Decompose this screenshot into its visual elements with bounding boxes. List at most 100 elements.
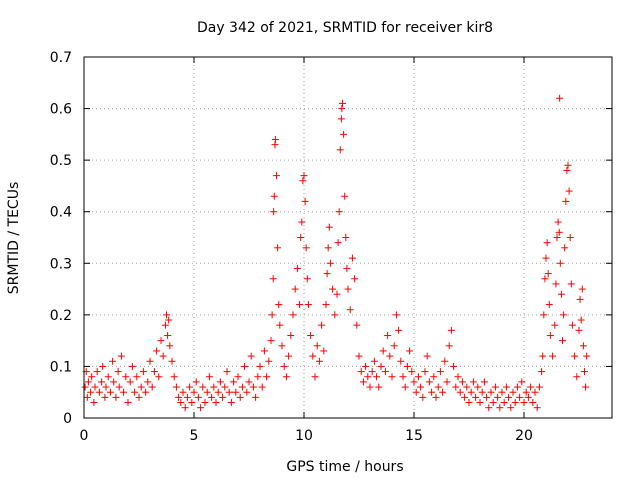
y-tick-label: 0.6 <box>50 102 72 118</box>
x-tick-labels: 0 5 10 15 20 <box>80 428 533 444</box>
data-point <box>430 373 438 381</box>
data-point <box>390 342 398 350</box>
data-point <box>454 373 462 381</box>
y-tick-label: 0 <box>63 411 72 427</box>
data-point <box>478 388 486 396</box>
data-point <box>336 146 344 154</box>
x-axis-label: GPS time / hours <box>286 459 403 475</box>
data-point <box>436 368 444 376</box>
data-point <box>496 404 504 412</box>
data-point <box>582 383 590 391</box>
data-point <box>234 373 242 381</box>
data-point <box>384 331 392 339</box>
data-point <box>538 368 546 376</box>
data-point <box>186 383 194 391</box>
y-axis-label: SRMTID / TECUs <box>6 182 22 295</box>
data-point <box>432 393 440 401</box>
data-point <box>546 331 554 339</box>
data-point <box>168 357 176 365</box>
data-point <box>122 373 130 381</box>
data-point <box>194 393 202 401</box>
data-point <box>309 352 317 360</box>
data-point <box>403 362 411 370</box>
data-point <box>115 383 123 391</box>
data-point <box>559 337 566 345</box>
data-point <box>252 393 260 401</box>
data-point <box>297 234 305 241</box>
data-point <box>379 347 387 355</box>
data-point <box>554 218 562 226</box>
data-point <box>170 373 178 381</box>
gridlines <box>84 57 612 418</box>
data-point <box>87 388 95 396</box>
data-point <box>575 326 583 334</box>
data-point <box>150 368 158 376</box>
data-point <box>299 177 307 185</box>
data-point <box>142 388 150 396</box>
data-point <box>241 362 249 370</box>
data-point <box>335 208 343 216</box>
data-point <box>353 321 361 329</box>
data-point <box>362 362 370 370</box>
data-point <box>289 311 297 319</box>
data-point <box>566 234 574 241</box>
data-point <box>564 161 572 169</box>
data-point <box>553 234 561 241</box>
data-point <box>300 172 308 180</box>
data-point <box>325 223 333 231</box>
data-point <box>377 362 385 370</box>
data-point <box>268 311 276 319</box>
data-point <box>117 352 125 360</box>
data-point <box>223 368 231 376</box>
data-point <box>578 285 586 293</box>
data-point <box>344 285 352 293</box>
data-point <box>469 378 477 386</box>
data-point <box>221 383 229 391</box>
data-point <box>357 368 365 376</box>
data-point <box>544 270 552 278</box>
data-point <box>112 393 120 401</box>
data-point <box>323 270 331 278</box>
data-point <box>137 383 145 391</box>
data-point <box>509 388 517 396</box>
data-point <box>159 352 167 360</box>
data-point <box>522 388 530 396</box>
x-tick-label: 5 <box>190 428 199 444</box>
data-point <box>329 285 337 293</box>
data-point <box>205 373 213 381</box>
data-point <box>476 399 484 407</box>
data-point <box>157 337 165 345</box>
data-point <box>133 373 141 381</box>
data-point <box>210 383 218 391</box>
data-point <box>271 136 279 144</box>
data-point <box>414 373 422 381</box>
data-point <box>524 393 532 401</box>
data-point <box>568 321 576 329</box>
data-point <box>201 399 209 407</box>
data-point <box>164 331 172 339</box>
data-point <box>421 368 429 376</box>
data-point <box>489 399 497 407</box>
data-point <box>527 383 535 391</box>
data-point <box>419 393 427 401</box>
data-point <box>175 393 183 401</box>
data-point <box>114 368 122 376</box>
data-point <box>533 404 541 412</box>
data-point <box>401 383 409 391</box>
data-point <box>338 105 346 113</box>
data-point <box>447 326 455 334</box>
data-point <box>163 311 170 319</box>
data-point <box>337 115 345 123</box>
data-point <box>144 378 152 386</box>
data-point <box>131 388 139 396</box>
data-point <box>258 383 266 391</box>
data-point <box>190 388 198 396</box>
data-point <box>183 393 191 401</box>
data-point <box>260 347 268 355</box>
data-point <box>556 259 564 267</box>
data-point <box>333 290 341 298</box>
data-point <box>102 383 110 391</box>
data-point <box>109 357 117 365</box>
data-point <box>303 275 311 283</box>
